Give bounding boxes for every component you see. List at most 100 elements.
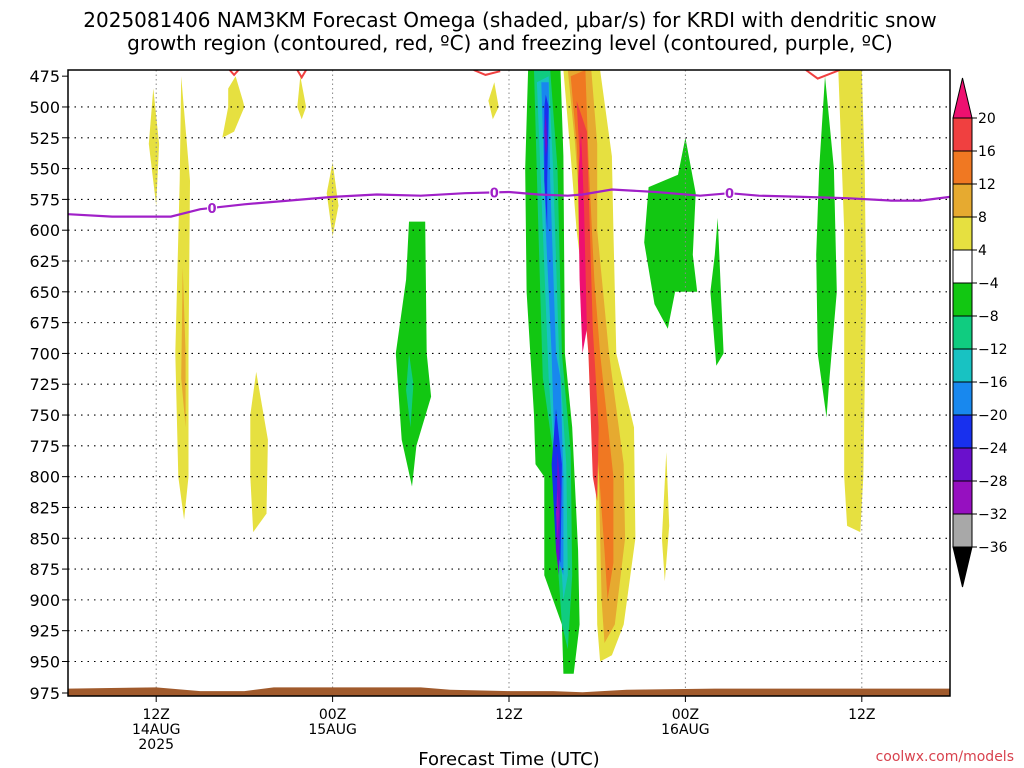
y-tick-label-7: 650 [29,283,60,302]
y-tick-label-17: 900 [29,591,60,610]
colorbar-band-3 [952,216,973,251]
omega-region-26 [544,113,548,157]
colorbar-label-12: −32 [978,507,1008,523]
freezing-level-label-0: 0 [208,202,217,217]
omega-region-15 [395,221,432,487]
x-tick-label-4-0: 12Z [848,707,875,723]
x-tick-label-3-0: 00Z [672,707,699,723]
y-tick-label-3: 550 [29,160,60,179]
colorbar-band-0 [952,117,973,152]
y-tick-label-0: 475 [29,67,60,86]
colorbar: 20 16 12 8 4 −4 −8 −12 −16 −20 −24 −28 −32 −36 [952,77,1008,588]
colorbar-band-6 [952,315,973,350]
colorbar-label-4: 4 [978,243,987,259]
x-tick-label-1-1: 15AUG [308,722,357,738]
ground-layer [68,687,950,696]
colorbar-label-6: −8 [978,309,999,325]
colorbar-band-9 [952,414,973,449]
chart-title-line-2: growth region (contoured, red, ºC) and f… [127,31,893,55]
freezing-level-label-bg-2 [724,185,735,200]
omega-region-0 [148,88,160,206]
y-tick-label-8: 675 [29,314,60,333]
omega-region-20 [406,353,414,428]
colorbar-label-2: 12 [978,177,996,193]
y-tick-label-19: 950 [29,652,60,671]
dgz-contour-0 [228,70,240,77]
colorbar-label-10: −24 [978,441,1008,457]
colorbar-label-9: −20 [978,408,1008,424]
x-axis-label: Forecast Time (UTC) [418,749,599,768]
dgz-contour-2 [473,70,501,76]
y-tick-label-16: 875 [29,560,60,579]
y-tick-label-10: 725 [29,375,60,394]
y-tick-label-5: 600 [29,221,60,240]
colorbar-label-5: −4 [978,276,999,292]
contour-lines: 0 0 0 [68,70,950,218]
colorbar-bottom-arrow [952,546,973,588]
y-tick-label-20: 975 [29,684,60,703]
omega-region-6 [488,82,499,120]
y-axis: 475 500 525 550 575 600 625 650 675 700 725 750 775 8… [29,67,68,703]
ground-fill [68,687,950,696]
colorbar-band-7 [952,348,973,383]
colorbar-label-0: 20 [978,111,996,127]
colorbar-band-8 [952,381,973,416]
omega-region-9 [838,70,867,533]
dgz-contour-3 [805,70,841,80]
y-tick-label-9: 700 [29,344,60,363]
y-tick-label-6: 625 [29,252,60,271]
plot-area: 0 0 0 [67,69,951,697]
colorbar-band-11 [952,480,973,515]
colorbar-label-8: −16 [978,375,1008,391]
x-tick-label-0-0: 12Z [142,707,169,723]
omega-region-10 [181,267,186,428]
plot-grid [68,70,950,696]
colorbar-band-4 [952,249,973,284]
credit-text: coolwx.com/models [876,749,1014,765]
colorbar-label-11: −28 [978,474,1008,490]
y-tick-label-18: 925 [29,622,60,641]
y-tick-label-15: 850 [29,529,60,548]
colorbar-band-1 [952,150,973,185]
x-tick-label-0-1: 14AUG [132,722,181,738]
colorbar-band-12 [952,513,973,548]
omega-region-3 [297,76,307,120]
x-tick-label-3-1: 16AUG [661,722,710,738]
y-tick-label-4: 575 [29,190,60,209]
colorbar-label-7: −12 [978,342,1008,358]
omega-region-28 [556,489,559,539]
freezing-level-label-bg-0 [207,199,218,214]
omega-region-5 [326,162,339,237]
freezing-level-label-bg-1 [489,184,500,199]
omega-region-2 [222,76,245,138]
y-tick-label-14: 825 [29,498,60,517]
colorbar-top-arrow [952,77,973,119]
colorbar-label-3: 8 [978,210,987,226]
chart-title-line-1: 2025081406 NAM3KM Forecast Omega (shaded… [83,8,936,32]
y-tick-label-2: 525 [29,129,60,148]
x-tick-label-0-2: 2025 [138,737,174,753]
omega-region-14 [578,131,587,354]
colorbar-label-1: 16 [978,144,996,160]
omega-shaded-regions [148,70,867,674]
colorbar-band-5 [952,282,973,317]
freezing-level-label-1: 0 [490,186,499,201]
omega-region-4 [250,371,268,533]
freezing-level-label-2: 0 [725,187,734,202]
colorbar-band-2 [952,183,973,218]
y-tick-label-13: 800 [29,468,60,487]
colorbar-band-10 [952,447,973,482]
omega-region-17 [644,137,698,329]
x-tick-label-2-0: 12Z [495,707,522,723]
y-tick-label-12: 775 [29,437,60,456]
omega-region-8 [661,452,670,582]
freezing-level-line [68,188,950,218]
omega-region-19 [816,76,837,418]
x-tick-label-1-0: 00Z [319,707,346,723]
y-tick-label-11: 750 [29,406,60,425]
dgz-contour-1 [296,70,307,80]
colorbar-label-13: −36 [978,540,1008,556]
omega-region-18 [710,217,724,366]
